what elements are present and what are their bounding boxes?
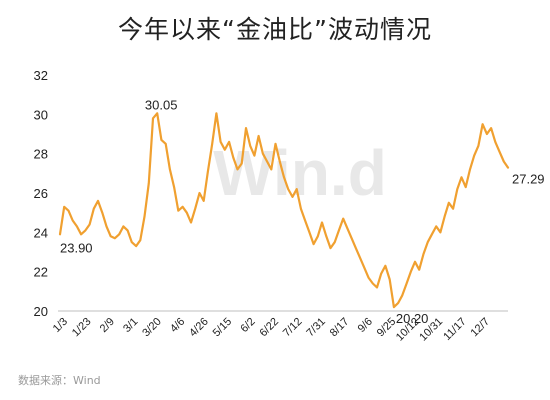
watermark: Win.d <box>213 137 387 209</box>
x-tick-label: 12/7 <box>468 316 492 340</box>
y-tick-label: 32 <box>34 68 48 83</box>
x-tick-label: 3/1 <box>121 316 140 335</box>
x-tick-label: 8/17 <box>328 316 352 340</box>
x-tick-label: 5/15 <box>211 316 235 340</box>
data-source: 数据来源：Wind <box>18 374 101 387</box>
x-tick-label: 4/6 <box>168 316 187 335</box>
x-tick-label: 7/12 <box>281 316 305 340</box>
x-tick-label: 4/26 <box>187 316 211 340</box>
x-tick-label: 6/22 <box>257 316 281 340</box>
data-label: 20.20 <box>396 311 429 326</box>
y-tick-label: 24 <box>34 225 48 240</box>
y-tick-label: 30 <box>34 107 48 122</box>
y-axis-ticks: 20 22 24 26 28 30 32 <box>34 68 48 319</box>
y-tick-label: 20 <box>34 304 48 319</box>
data-label: 23.90 <box>60 240 93 255</box>
chart-title: 今年以来“金油比”波动情况 <box>118 15 432 44</box>
x-tick-label: 7/31 <box>304 316 328 340</box>
data-label: 30.05 <box>145 97 178 112</box>
x-tick-label: 1/3 <box>51 316 70 335</box>
x-tick-label: 1/23 <box>70 316 94 340</box>
series-line-gold-oil-ratio <box>58 112 510 309</box>
y-tick-label: 22 <box>34 265 48 280</box>
data-label: 27.29 <box>512 172 545 187</box>
x-tick-label: 11/17 <box>441 316 468 343</box>
y-tick-label: 26 <box>34 186 48 201</box>
x-tick-label: 3/20 <box>140 316 164 340</box>
data-labels: 23.90 30.05 20.20 27.29 <box>60 97 545 326</box>
x-tick-label: 2/9 <box>98 316 117 335</box>
x-tick-label: 6/2 <box>238 316 257 335</box>
y-tick-label: 28 <box>34 147 48 162</box>
x-tick-label: 9/6 <box>356 316 375 335</box>
